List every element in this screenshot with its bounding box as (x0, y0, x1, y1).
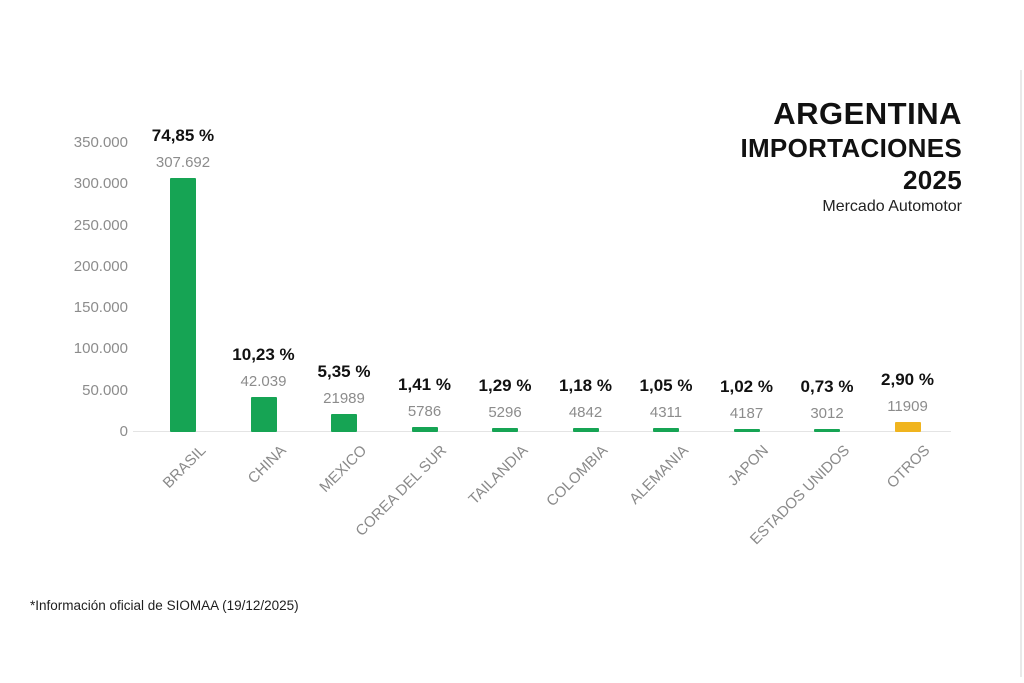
x-axis-label-otros: OTROS (883, 442, 934, 492)
value-label: 4187 (729, 405, 764, 422)
bar-otros (894, 422, 921, 432)
bar-column-japon: 1,02 % 4187 (692, 377, 802, 432)
bar-corea-del-sur (411, 427, 438, 432)
y-axis-tick-label: 250.000 (73, 216, 128, 234)
value-label: 4311 (649, 404, 683, 421)
percent-label: 1,02 % (720, 377, 773, 396)
value-label: 5296 (488, 404, 522, 421)
percent-label: 10,23 % (232, 345, 295, 364)
y-axis-tick-label: 200.000 (73, 257, 128, 275)
bar-colombia (572, 428, 599, 432)
value-label: 3012 (810, 405, 844, 422)
bar-japon (733, 429, 760, 432)
bar-tailandia (492, 428, 518, 432)
page-edge-line (1020, 70, 1022, 677)
x-axis-label-brasil: BRASIL (159, 442, 210, 492)
bar-china (250, 397, 277, 432)
bar-column-china: 10,23 % 42.039 (209, 345, 319, 432)
bar-estados-unidos (814, 429, 840, 432)
x-axis-label-mexico: MEXICO (316, 442, 371, 496)
x-axis-label-colombia: COLOMBIA (543, 442, 612, 511)
bar-column-tailandia: 1,29 % 5296 (450, 376, 560, 432)
y-axis-tick-label: 50.000 (82, 381, 128, 399)
value-label: 307.692 (155, 154, 211, 171)
percent-label: 74,85 % (151, 126, 215, 145)
percent-label: 0,73 % (800, 377, 854, 396)
bar-column-otros: 2,90 % 11909 (853, 370, 963, 432)
percent-label: 1,05 % (639, 376, 693, 395)
bar-mexico (331, 414, 357, 432)
value-label: 42.039 (240, 373, 287, 390)
bar-column-corea-del-sur: 1,41 % 5786 (370, 375, 480, 432)
bar-column-mexico: 5,35 % 21989 (289, 362, 399, 432)
x-axis-label-china: CHINA (244, 442, 290, 488)
y-axis-tick-label: 350.000 (73, 134, 128, 151)
x-axis-baseline (133, 431, 951, 432)
y-axis-tick-label: 0 (119, 423, 128, 440)
percent-label: 1,18 % (559, 376, 612, 395)
bar-brasil (170, 178, 196, 432)
percent-label: 1,29 % (478, 376, 532, 395)
x-axis-label-tailandia: TAILANDIA (464, 442, 532, 509)
percent-label: 1,41 % (398, 375, 451, 394)
title-line-3: 2025 (902, 165, 962, 195)
bar-column-colombia: 1,18 % 4842 (531, 376, 641, 432)
y-axis-tick-label: 300.000 (73, 175, 128, 193)
title-line-2: IMPORTACIONES (740, 133, 962, 163)
bar-column-estados-unidos: 0,73 % 3012 (772, 377, 882, 432)
title-line-1: ARGENTINA (773, 96, 962, 131)
y-axis-tick-label: 100.000 (73, 340, 128, 358)
percent-label: 5,35 % (317, 362, 371, 381)
bar-alemania (653, 428, 679, 432)
value-label: 4842 (568, 404, 603, 421)
value-label: 21989 (323, 390, 365, 407)
source-note: *Información oficial de SIOMAA (19/12/20… (30, 598, 299, 613)
value-label: 11909 (887, 398, 928, 415)
x-axis-label-japon: JAPON (725, 442, 773, 490)
bar-column-alemania: 1,05 % 4311 (611, 376, 721, 432)
chart-title-block: ARGENTINA IMPORTACIONES 2025 Mercado Aut… (740, 96, 962, 218)
percent-label: 2,90 % (881, 370, 934, 389)
y-axis-tick-label: 150.000 (73, 299, 128, 317)
chart-subtitle: Mercado Automotor (822, 198, 962, 215)
x-axis-label-alemania: ALEMANIA (626, 442, 693, 508)
bar-column-brasil: 74,85 % 307.692 (128, 126, 238, 432)
value-label: 5786 (407, 403, 442, 420)
